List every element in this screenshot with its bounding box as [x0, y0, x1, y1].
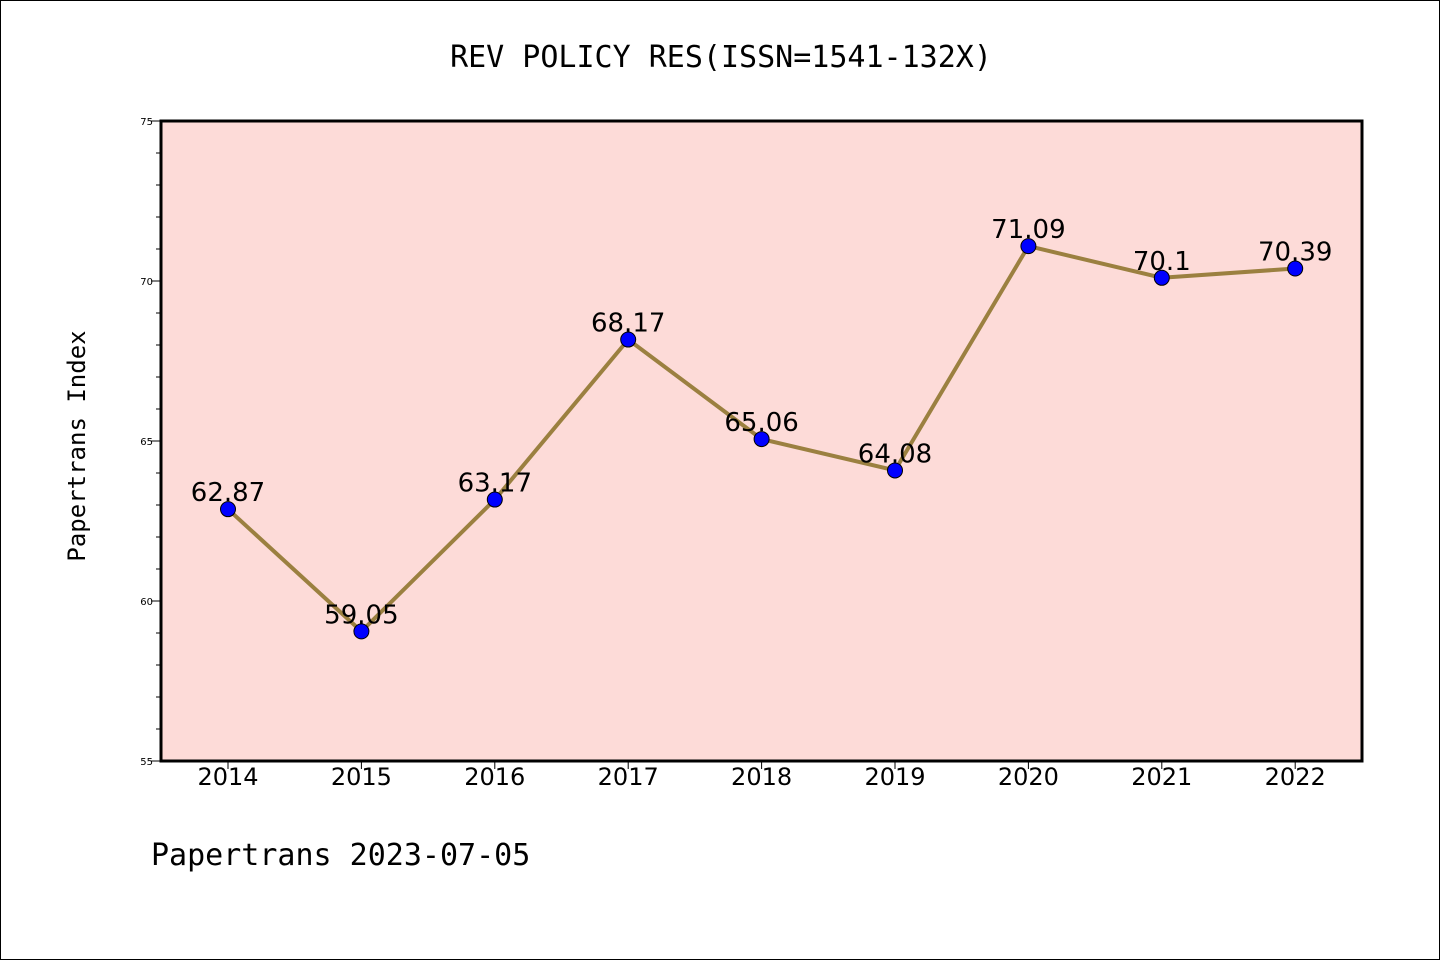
x-tick-label: 2015	[331, 763, 392, 791]
y-tick-label: 65	[140, 437, 153, 448]
x-tick-label: 2020	[998, 763, 1059, 791]
y-tick-label: 60	[140, 597, 153, 608]
data-label: 70.1	[1133, 247, 1191, 277]
x-tick-label: 2017	[598, 763, 659, 791]
data-label: 68.17	[591, 309, 665, 339]
footer-text: Papertrans 2023-07-05	[151, 838, 530, 873]
data-point	[220, 501, 236, 518]
x-tick-label: 2019	[864, 763, 925, 791]
data-label: 63.17	[458, 469, 532, 499]
x-tick-label: 2018	[731, 763, 792, 791]
x-axis: 2014 2015 2016 2017 2018 2019 2020 2021 2022	[197, 761, 1326, 791]
data-label: 65.06	[724, 408, 798, 438]
y-tick-label: 55	[140, 757, 153, 768]
data-point	[753, 431, 770, 448]
x-tick-label: 2021	[1131, 763, 1192, 791]
data-label: 71.09	[991, 215, 1065, 245]
data-label: 70.39	[1258, 238, 1332, 268]
data-series: 62.87 59.05 63.17 68.17 65.06 64.08 71.09 70.1 7…	[191, 215, 1332, 640]
data-point	[1020, 238, 1037, 255]
data-label: 62.87	[191, 478, 265, 508]
data-point	[887, 462, 903, 479]
chart-title: REV POLICY RES(ISSN=1541-132X)	[450, 40, 992, 75]
data-label: 59.05	[324, 600, 398, 630]
y-tick-label: 75	[140, 117, 153, 128]
x-tick-label: 2022	[1265, 763, 1326, 791]
y-tick-label: 70	[140, 277, 153, 288]
data-point	[486, 491, 503, 508]
data-point	[1287, 260, 1304, 277]
data-point	[620, 331, 637, 348]
data-point	[353, 623, 370, 640]
data-point	[1153, 269, 1170, 286]
x-tick-label: 2014	[197, 763, 258, 791]
y-axis: 55 60 65 70 75	[140, 117, 161, 768]
data-label: 64.08	[858, 439, 932, 469]
y-axis-label: Papertrans Index	[63, 330, 91, 561]
x-tick-label: 2016	[464, 763, 525, 791]
